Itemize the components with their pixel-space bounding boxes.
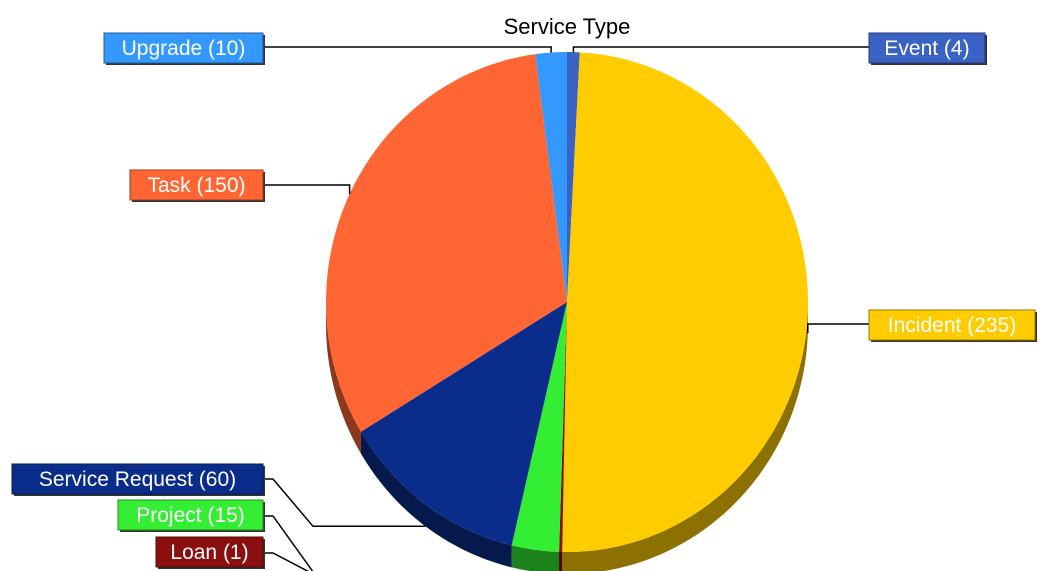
leader-line-loan: [263, 552, 310, 571]
leader-line-upgrade: [263, 46, 552, 53]
slice-label-service-request: Service Request (60): [39, 468, 236, 491]
leader-line-project: [263, 515, 314, 571]
slice-depth-project: [511, 545, 560, 571]
slice-service-request: [360, 302, 567, 546]
slice-label-box-task: [129, 169, 264, 201]
slice-label-incident: Incident (235): [888, 314, 1016, 337]
slice-task: [325, 54, 567, 432]
leader-line-event: [572, 46, 869, 53]
slice-depth-service-request: [360, 431, 512, 568]
slice-label-upgrade: Upgrade (10): [122, 37, 246, 60]
slice-loan: [559, 302, 567, 552]
slice-label-box-project: [117, 499, 264, 531]
leader-line-incident: [807, 323, 869, 334]
slice-labels: Event (4) Incident (235) Loan (1) Project (…: [11, 32, 1037, 569]
slice-upgrade: [535, 52, 567, 302]
leader-line-task: [263, 184, 351, 195]
chart-title: Service Type: [504, 14, 631, 39]
slice-project: [511, 302, 567, 552]
slice-label-box-loan: [155, 536, 264, 568]
slice-label-project: Project (15): [136, 504, 245, 527]
slice-label-box-event: [868, 32, 986, 64]
slice-label-box-service-request: [11, 463, 264, 495]
slice-label-box-upgrade: [103, 32, 264, 64]
slice-depth-task: [326, 302, 361, 454]
leader-lines: [263, 46, 869, 571]
slice-label-event: Event (4): [884, 37, 969, 60]
pie-top-layer: [325, 52, 808, 552]
slice-label-box-incident: [868, 309, 1036, 341]
slice-incident: [562, 52, 808, 552]
slice-event: [567, 52, 580, 302]
leader-line-service-request: [263, 478, 426, 528]
pie-depth-layer: [326, 302, 808, 571]
slice-depth-loan: [559, 551, 563, 571]
slice-label-loan: Loan (1): [170, 541, 248, 564]
slice-label-task: Task (150): [147, 174, 245, 197]
